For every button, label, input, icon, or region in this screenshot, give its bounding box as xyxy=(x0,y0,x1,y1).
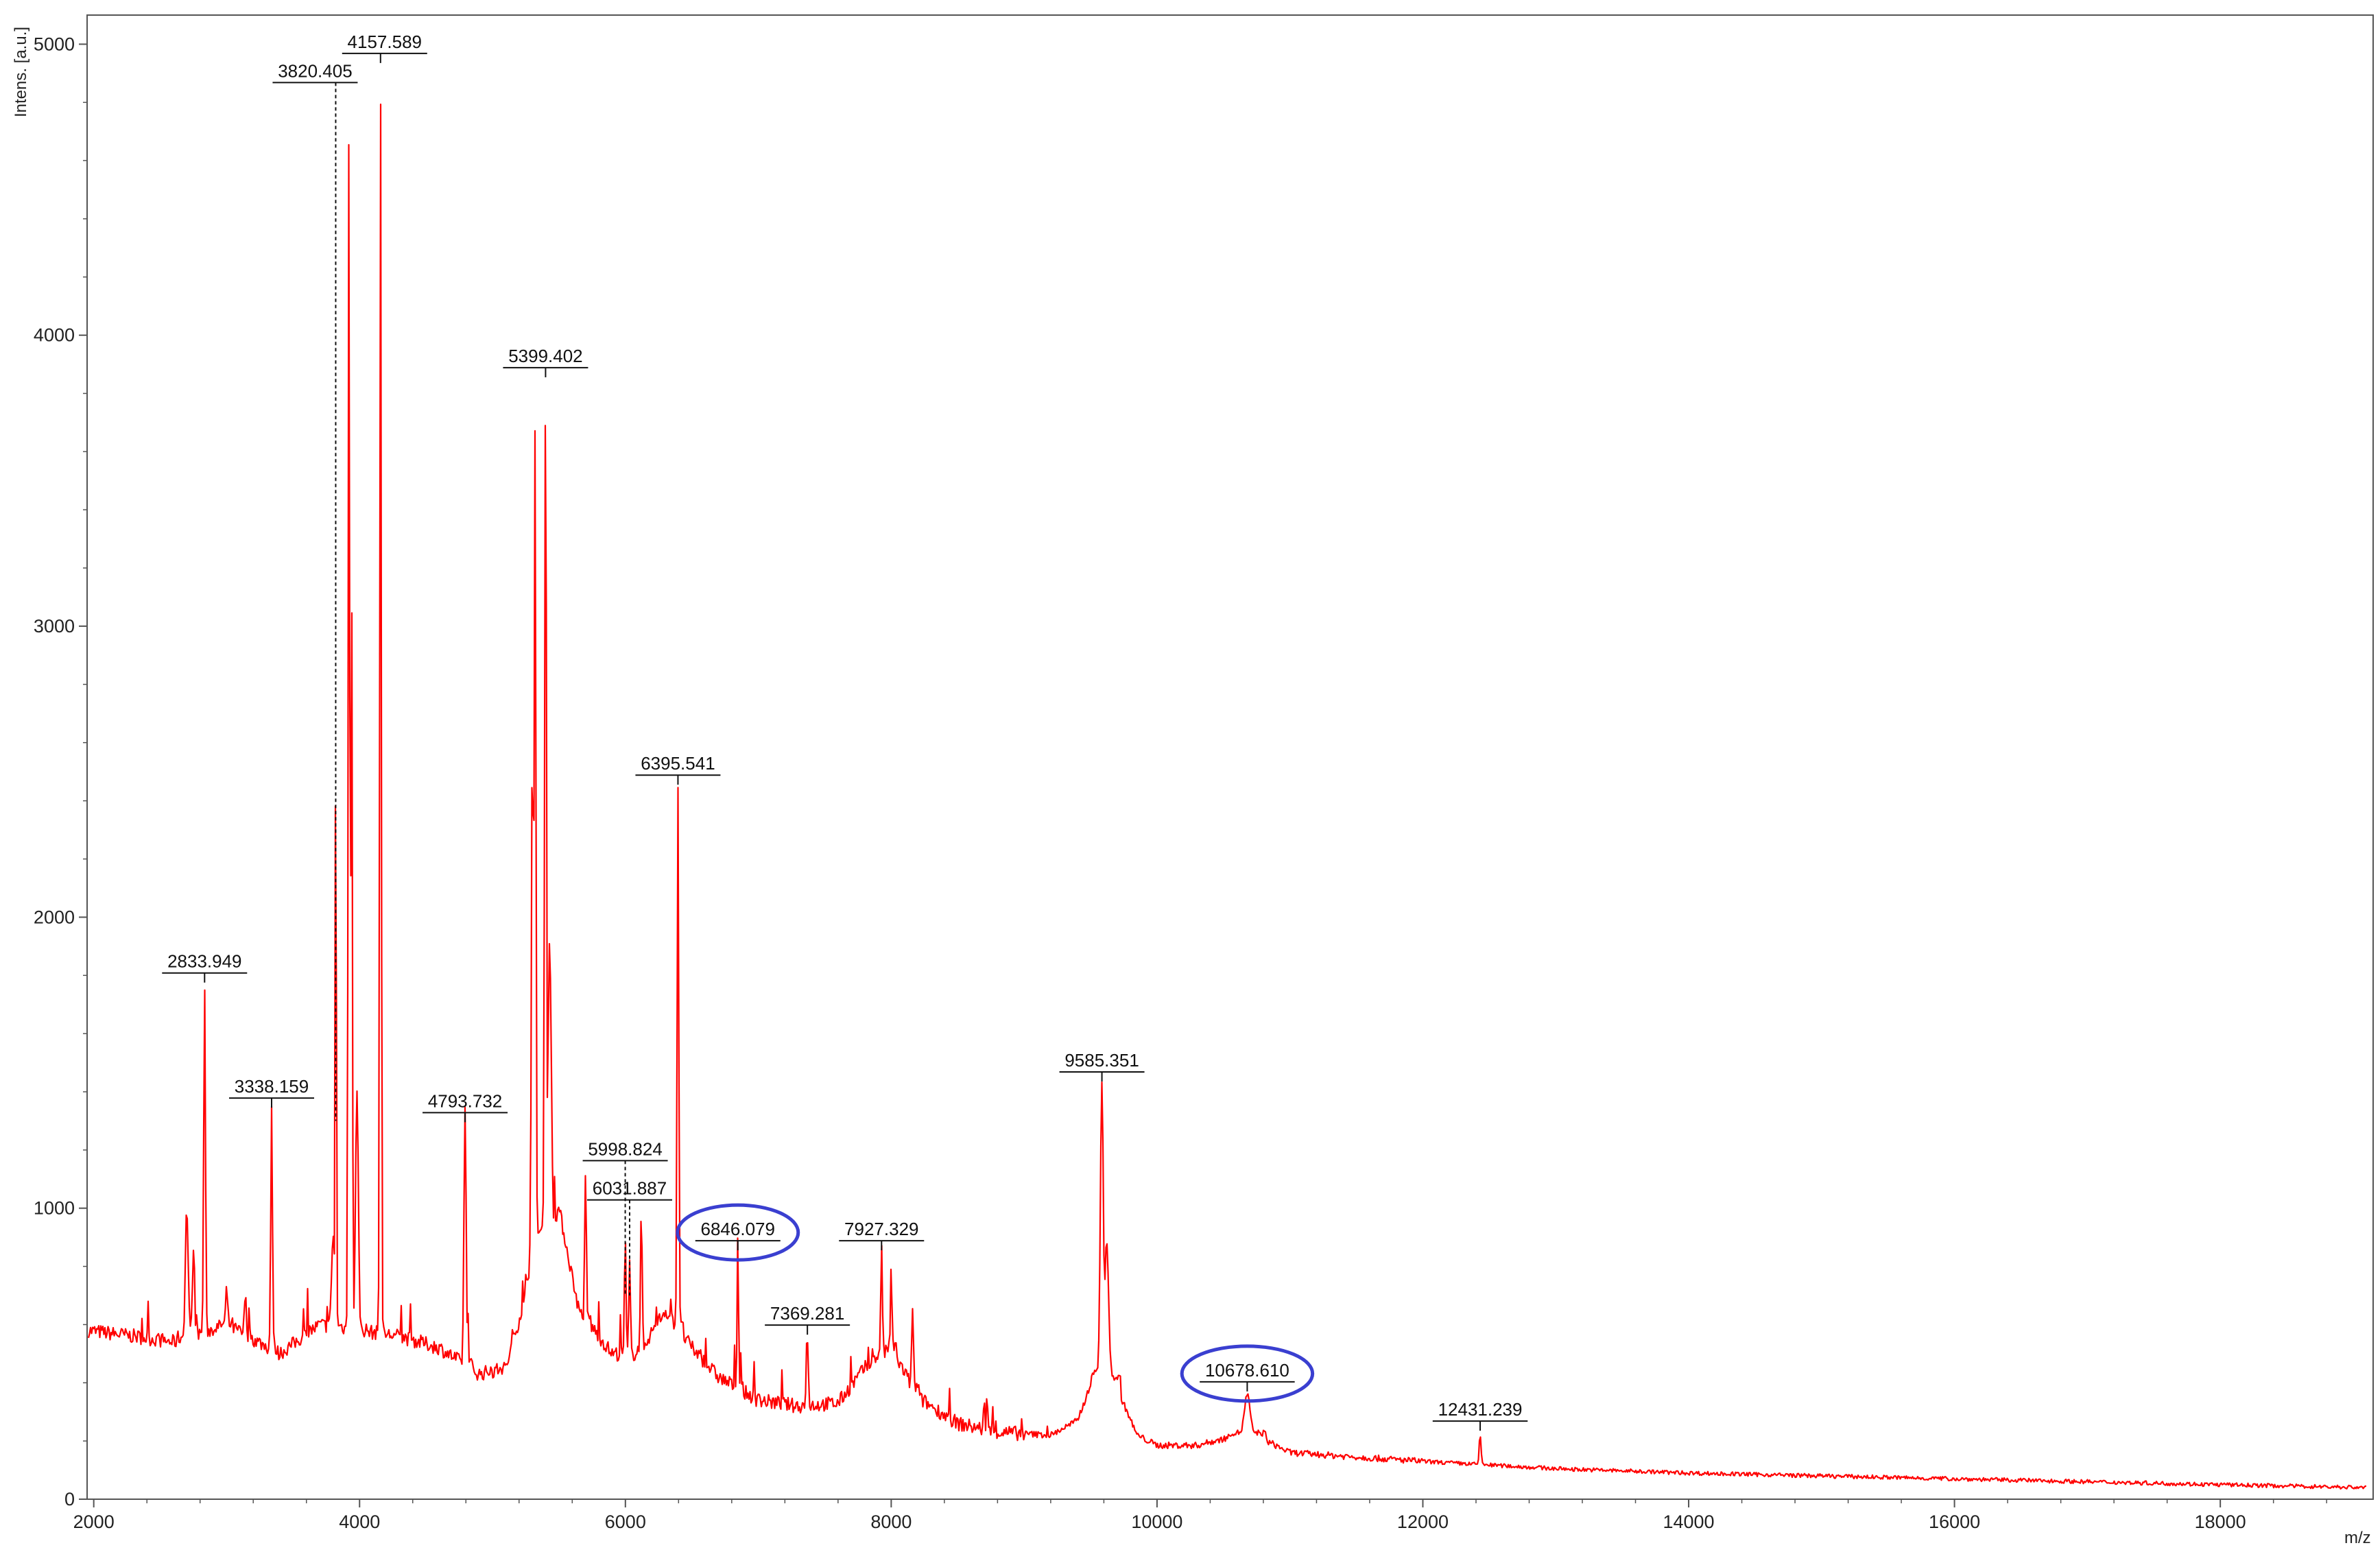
peak-label: 7369.281 xyxy=(770,1303,844,1324)
peak-label: 12431.239 xyxy=(1438,1399,1523,1420)
x-tick-label: 18000 xyxy=(2195,1512,2246,1532)
y-tick-label: 3000 xyxy=(34,616,75,636)
peak-label: 7927.329 xyxy=(844,1219,918,1239)
x-tick-label: 4000 xyxy=(339,1512,380,1532)
x-tick-label: 6000 xyxy=(605,1512,646,1532)
x-tick-label: 8000 xyxy=(870,1512,912,1532)
spectrum-trace xyxy=(87,104,2366,1490)
highlight-circle xyxy=(1180,1344,1315,1403)
axes: 2000 4000 6000 8000 10000 12000 14000 16000 1800… xyxy=(34,34,2327,1532)
peak-label: 4157.589 xyxy=(348,32,422,52)
plot-frame xyxy=(86,14,2374,1500)
peak-label: 10678.610 xyxy=(1205,1360,1289,1381)
peak-label: 5998.824 xyxy=(588,1138,662,1159)
x-tick-label: 14000 xyxy=(1663,1512,1714,1532)
peak-label: 5399.402 xyxy=(508,346,582,366)
y-tick-label: 4000 xyxy=(34,325,75,346)
x-tick-label: 2000 xyxy=(73,1512,115,1532)
y-axis-title: Intens. [a.u.] xyxy=(12,27,30,117)
peak-label: 6031.887 xyxy=(593,1178,667,1199)
y-tick-label: 0 xyxy=(64,1489,75,1509)
peak-label: 2833.949 xyxy=(167,951,241,972)
peak-annotations: 2833.949 3338.159 3820.405 4157.589 4793.732… xyxy=(162,32,1528,1431)
x-tick-label: 12000 xyxy=(1397,1512,1449,1532)
x-axis-title: m/z xyxy=(2344,1529,2371,1547)
peak-label: 3338.159 xyxy=(235,1076,309,1097)
y-tick-label: 2000 xyxy=(34,907,75,927)
peak-label: 3820.405 xyxy=(278,60,352,81)
highlight-circle xyxy=(676,1203,800,1262)
x-tick-label: 16000 xyxy=(1929,1512,1980,1532)
y-tick-label: 5000 xyxy=(34,34,75,54)
y-tick-label: 1000 xyxy=(34,1198,75,1219)
x-tick-label: 10000 xyxy=(1131,1512,1182,1532)
peak-label: 9585.351 xyxy=(1064,1050,1139,1071)
peak-label: 6846.079 xyxy=(701,1219,775,1239)
peak-label: 4793.732 xyxy=(428,1090,502,1111)
peak-label: 6395.541 xyxy=(641,753,715,774)
